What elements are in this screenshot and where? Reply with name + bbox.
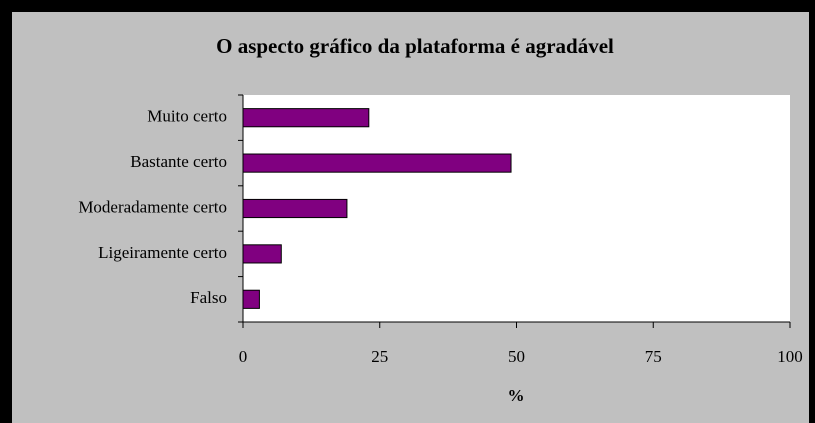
bar [242, 198, 348, 219]
x-axis-label: % [508, 386, 525, 405]
y-tick-label: Moderadamente certo [78, 197, 227, 216]
bar [242, 244, 282, 264]
bar [242, 289, 260, 309]
x-tick-label: 0 [239, 347, 248, 366]
chart-title: O aspecto gráfico da plataforma é agradá… [216, 34, 614, 58]
y-tick-label: Ligeiramente certo [98, 243, 227, 262]
bar [242, 153, 512, 173]
y-tick-label: Muito certo [147, 107, 227, 126]
bar [242, 108, 370, 128]
x-tick-label: 25 [371, 347, 388, 366]
x-tick-label: 100 [777, 347, 803, 366]
x-tick-label: 50 [508, 347, 525, 366]
y-tick-label: Falso [190, 288, 227, 307]
x-tick-label: 75 [645, 347, 662, 366]
y-tick-label: Bastante certo [130, 152, 227, 171]
